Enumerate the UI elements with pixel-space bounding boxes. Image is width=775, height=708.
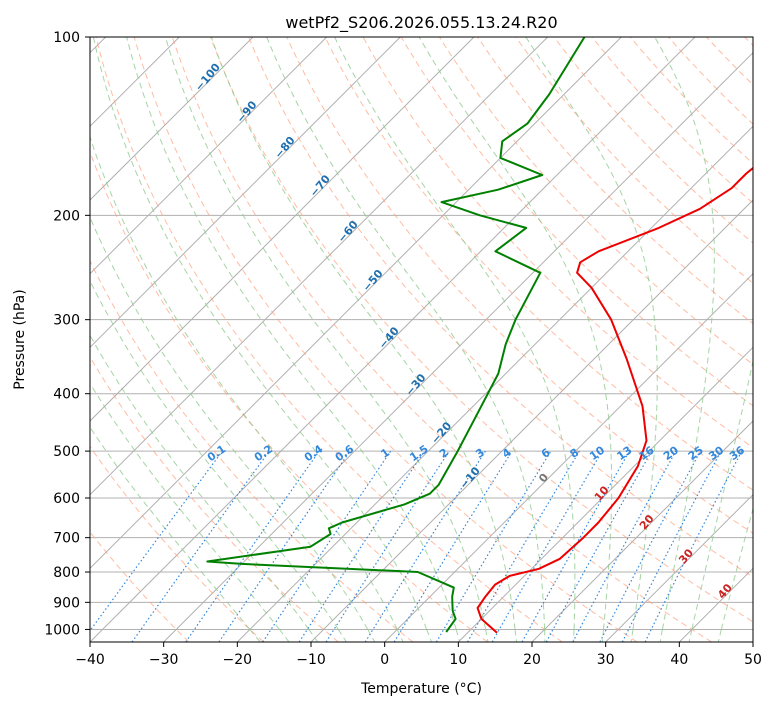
y-tick-label: 400 — [53, 387, 80, 403]
isotherm-line — [90, 37, 328, 275]
isotherm-line — [90, 37, 401, 349]
x-tick-label: 30 — [597, 652, 615, 668]
axes: −40 −30 −20 −10 0 10 20 30 40 50 100 200 300 400 500 60… — [44, 30, 762, 668]
moist-adiabat-line — [688, 358, 753, 642]
dry-adiabat-line — [515, 37, 753, 284]
isotherm-line — [90, 37, 475, 422]
dry-adiabat-line — [324, 37, 753, 491]
mixing-ratio-line — [90, 450, 223, 632]
mixing-ratio-line — [572, 450, 677, 642]
moist-adiabat-line — [210, 37, 517, 642]
moist-adiabat-line — [90, 426, 261, 642]
moist-adiabat-line — [90, 334, 319, 642]
isotherm-line — [90, 37, 622, 570]
dry-adiabat-line — [248, 37, 753, 578]
moist-adiabat-line — [654, 37, 715, 642]
dry-adiabat-line — [171, 37, 712, 642]
moist-adiabat-line — [418, 37, 613, 642]
x-tick-label: −10 — [296, 652, 326, 668]
isotherm-line — [531, 420, 753, 642]
x-tick-label: 40 — [670, 652, 688, 668]
dry-adiabat-line — [286, 37, 753, 534]
isotherm-line — [236, 125, 753, 642]
moist-adiabat-line — [126, 37, 461, 642]
isotherm-line — [605, 493, 753, 642]
x-axis-label: Temperature (°C) — [360, 681, 482, 697]
moist-adiabat-line — [266, 37, 546, 642]
temperature-trace — [476, 166, 753, 634]
isotherm-line — [90, 37, 549, 496]
mixing-ratio-line — [298, 450, 425, 642]
moist-adiabat-line — [164, 37, 489, 642]
y-tick-label: 800 — [53, 565, 80, 581]
background-lines — [90, 37, 753, 642]
mixing-ratio-line — [218, 450, 351, 642]
x-tick-label: 10 — [449, 652, 467, 668]
plot-frame — [89, 36, 754, 643]
x-tick-label: 0 — [380, 652, 389, 668]
y-tick-label: 900 — [53, 595, 80, 611]
sounding-traces — [206, 37, 753, 634]
isotherm-line — [163, 51, 753, 642]
y-tick-label: 300 — [53, 313, 80, 329]
y-tick-label: 600 — [53, 491, 80, 507]
moist-adiabat-line — [90, 135, 404, 642]
dry-adiabat-line — [210, 37, 753, 623]
dry-adiabat-line — [90, 445, 264, 642]
isotherm-line — [384, 272, 753, 642]
y-tick-label: 500 — [53, 444, 80, 460]
chart-title: wetPf2_S206.2026.055.13.24.R20 — [285, 13, 557, 33]
moist-adiabat-line — [92, 37, 432, 642]
mixing-ratio-line — [325, 450, 450, 642]
isotherm-line — [90, 37, 254, 201]
y-axis-label: Pressure (hPa) — [12, 289, 28, 389]
y-tick-label: 100 — [53, 30, 80, 46]
mixing-ratio-line — [131, 450, 270, 642]
x-tick-label: 50 — [744, 652, 762, 668]
dry-adiabat-line — [95, 37, 563, 642]
mixing-ratio-line — [262, 450, 392, 642]
isotherm-line — [457, 346, 753, 642]
moist-adiabat-line — [90, 215, 376, 642]
moist-adiabat-line — [717, 506, 753, 642]
mixing-ratio-line — [185, 450, 320, 642]
y-tick-label: 200 — [53, 208, 80, 224]
mixing-ratio-line — [521, 450, 631, 642]
dewpoint-trace — [206, 37, 586, 633]
y-tick-label: 700 — [53, 531, 80, 547]
dry-adiabat-line — [90, 259, 414, 642]
dry-adiabat-line — [90, 356, 339, 642]
mixing-ratio-line — [545, 450, 653, 642]
y-tick-label: 1000 — [44, 622, 80, 638]
moist-adiabat-line — [525, 37, 658, 642]
mixing-ratio-line — [644, 450, 743, 642]
x-tick-label: −20 — [223, 652, 253, 668]
x-tick-label: −30 — [149, 652, 179, 668]
x-tick-label: 20 — [523, 652, 541, 668]
moist-adiabat-line — [90, 279, 347, 642]
mixing-ratio-line — [393, 450, 513, 642]
moist-adiabat-line — [90, 382, 290, 642]
isotherm-line — [90, 37, 696, 642]
x-tick-label: −40 — [75, 652, 105, 668]
